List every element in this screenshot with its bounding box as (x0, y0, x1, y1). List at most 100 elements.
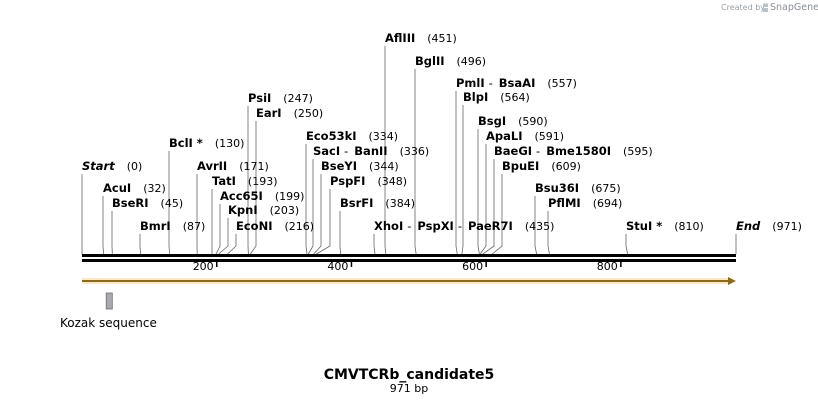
ruler-tick (216, 259, 218, 267)
enzyme-name: BseRI (112, 196, 149, 210)
feature-label: Kozak sequence (60, 316, 157, 330)
enzyme-name: PspXI (417, 219, 453, 233)
name-separator: - (344, 144, 348, 158)
site-pmli[interactable]: PmlI - BsaAI (557) (456, 76, 577, 90)
enzyme-name: BseYI (321, 159, 357, 173)
enzyme-name: BglII (415, 54, 445, 68)
site-lines (81, 46, 737, 255)
site-line-acui (102, 196, 104, 255)
site-bglii[interactable]: BglII (496) (415, 54, 486, 68)
enzyme-name: Eco53kI (306, 129, 357, 143)
site-baegi[interactable]: BaeGI - Bme1580I (595) (494, 144, 653, 158)
site-bcli[interactable]: BclI * (130) (169, 136, 244, 150)
terminal-name: End (736, 219, 761, 233)
terminal-end[interactable]: End (971) (736, 219, 802, 233)
site-labels: AflIII (451)BglII (496)PmlI - BsaAI (557)BlpI… (82, 31, 802, 233)
site-pspfi[interactable]: PspFI (348) (330, 174, 407, 188)
site-kpni[interactable]: KpnI (203) (228, 203, 299, 217)
site-afliii[interactable]: AflIII (451) (385, 31, 457, 45)
site-avrii[interactable]: AvrII (171) (197, 159, 269, 173)
cut-position: (0) (127, 160, 143, 173)
features: Kozak sequence (60, 292, 157, 330)
feature-kozak-sequence[interactable]: Kozak sequence (60, 292, 157, 330)
enzyme-name: Bsu36I (535, 181, 579, 195)
site-psii[interactable]: PsiI (247) (248, 91, 313, 105)
backbone-bottom-strand (82, 259, 736, 262)
enzyme-name: BsaAI (499, 76, 536, 90)
site-line-pspfi (316, 189, 331, 255)
site-line-bsu36i (534, 196, 537, 255)
site-line-bpuei (491, 174, 503, 255)
name-separator: - (458, 219, 462, 233)
orf-arrow-shaft (82, 280, 730, 282)
cut-position: (595) (623, 145, 653, 158)
enzyme-name: EcoNI (236, 219, 272, 233)
site-line-eco53ki (305, 144, 308, 255)
enzyme-name: Acc65I (220, 189, 263, 203)
site-bseri[interactable]: BseRI (45) (112, 196, 183, 210)
enzyme-name: EarI (256, 106, 282, 120)
cut-position: (199) (275, 190, 305, 203)
cut-position: (557) (547, 77, 577, 90)
site-line-bcli (168, 151, 170, 255)
cut-position: (87) (183, 220, 206, 233)
site-stui[interactable]: StuI * (810) (626, 219, 704, 233)
cut-position: (384) (385, 197, 415, 210)
snapgene-logo-icon (763, 3, 768, 12)
cut-position: (694) (593, 197, 623, 210)
site-bpuei[interactable]: BpuEI (609) (502, 159, 581, 173)
site-eari[interactable]: EarI (250) (256, 106, 323, 120)
site-eco53ki[interactable]: Eco53kI (334) (306, 129, 398, 143)
site-acui[interactable]: AcuI (32) (103, 181, 166, 195)
site-acc65i[interactable]: Acc65I (199) (220, 189, 304, 203)
cut-position: (591) (535, 130, 565, 143)
site-line-bseyi (313, 174, 322, 255)
site-apali[interactable]: ApaLI (591) (486, 129, 564, 143)
site-bseyi[interactable]: BseYI (344) (321, 159, 399, 173)
site-tati[interactable]: TatI (193) (212, 174, 278, 188)
cut-position: (45) (161, 197, 184, 210)
site-xhoi[interactable]: XhoI - PspXI - PaeR7I (435) (374, 219, 554, 233)
name-separator: - (407, 219, 411, 233)
enzyme-name: BmrI (140, 219, 171, 233)
site-econi[interactable]: EcoNI (216) (236, 219, 314, 233)
cut-position: (171) (239, 160, 269, 173)
enzyme-name: TatI (212, 174, 236, 188)
site-line-xhoi (373, 234, 376, 255)
ruler-tick (620, 259, 622, 267)
ruler-tick-label: 800 (597, 260, 618, 273)
site-line-kpni (218, 218, 229, 255)
enzyme-name: AvrII (197, 159, 227, 173)
cut-position: (344) (369, 160, 399, 173)
site-line-baegi (482, 159, 495, 255)
cut-position: (32) (143, 182, 166, 195)
ruler-tick (485, 259, 487, 267)
site-bsrfi[interactable]: BsrFI (384) (340, 196, 415, 210)
cut-position: (435) (525, 220, 555, 233)
enzyme-name: SacI (313, 144, 340, 158)
cut-position: (336) (400, 145, 430, 158)
sequence-title: CMVTCRb_candidate5 (324, 367, 495, 383)
credit-prefix: Created by (721, 3, 765, 12)
terminal-start[interactable]: Start (0) (82, 159, 142, 173)
orf-arrow[interactable] (82, 277, 736, 285)
site-line-afliii (384, 46, 387, 255)
snapgene-credit: Created by SnapGene (721, 2, 818, 13)
cut-position: (216) (284, 220, 314, 233)
site-saci[interactable]: SacI - BanII (336) (313, 144, 429, 158)
orf-arrowhead (728, 277, 736, 285)
site-line-acc65i (215, 204, 221, 255)
site-bsgi[interactable]: BsgI (590) (478, 114, 548, 128)
ruler-tick-label: 200 (193, 260, 214, 273)
ruler-tick-label: 400 (327, 260, 348, 273)
enzyme-name: BsgI (478, 114, 506, 128)
site-bsu36i[interactable]: Bsu36I (675) (535, 181, 621, 195)
name-separator: - (489, 76, 493, 90)
enzyme-name: XhoI (374, 219, 403, 233)
enzyme-name: PspFI (330, 174, 365, 188)
site-blpi[interactable]: BlpI (564) (463, 90, 530, 104)
site-pflmi[interactable]: PflMI (694) (548, 196, 622, 210)
site-bmri[interactable]: BmrI (87) (140, 219, 205, 233)
ruler-tick (350, 259, 353, 267)
credit-brand: SnapGene (770, 2, 818, 13)
